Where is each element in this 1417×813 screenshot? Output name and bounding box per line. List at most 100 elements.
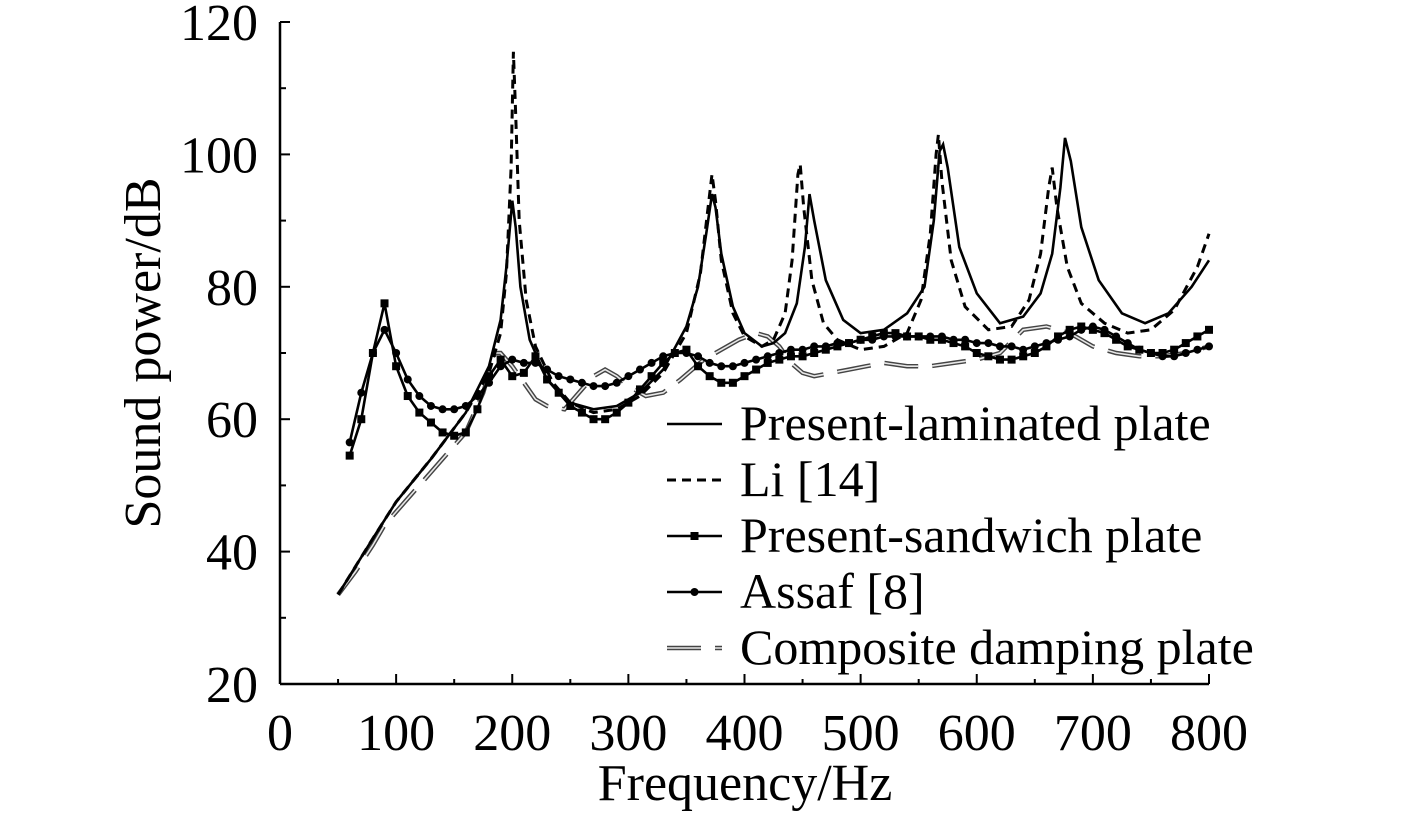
circle-marker [775, 349, 784, 357]
square-marker [995, 355, 1004, 364]
square-marker [357, 415, 366, 424]
circle-marker [903, 332, 912, 341]
series-line [336, 51, 1211, 596]
square-marker [601, 415, 610, 424]
circle-marker [357, 388, 366, 397]
circle-marker [914, 332, 923, 341]
square-marker [1065, 325, 1074, 334]
circle-marker [392, 349, 401, 357]
circle-marker [972, 339, 981, 348]
circle-marker [508, 355, 517, 364]
circle-marker [1088, 322, 1097, 331]
square-marker [972, 349, 981, 357]
circle-marker [1193, 345, 1202, 354]
square-marker [403, 392, 412, 401]
square-marker [740, 372, 749, 381]
square-marker [984, 352, 993, 361]
square-marker [659, 358, 668, 367]
y-tick-label: 100 [180, 127, 258, 184]
circle-marker [868, 335, 877, 344]
square-marker [690, 532, 699, 540]
circle-marker [798, 345, 807, 354]
square-marker [450, 431, 459, 440]
legend-item: Assaf [8] [667, 563, 925, 619]
square-marker [1170, 345, 1179, 354]
series-assaf-8- [345, 322, 1213, 447]
circle-marker [496, 362, 505, 371]
circle-marker [1146, 349, 1155, 357]
square-marker [392, 362, 401, 371]
x-tick-label: 600 [938, 705, 1016, 762]
square-marker [763, 358, 772, 367]
circle-marker [786, 345, 795, 354]
square-marker [566, 401, 575, 410]
legend-label: Li [14] [740, 451, 880, 507]
circle-marker [601, 382, 610, 391]
square-marker [635, 385, 644, 394]
x-tick-label: 100 [357, 705, 435, 762]
circle-marker [519, 358, 528, 367]
legend-item: Present-sandwich plate [667, 507, 1202, 563]
circle-marker [554, 372, 563, 381]
square-marker [461, 428, 470, 437]
square-marker [612, 408, 621, 417]
circle-marker [926, 332, 935, 341]
circle-marker [612, 378, 621, 387]
circle-marker [1007, 342, 1016, 351]
circle-marker [879, 332, 888, 341]
legend-label: Assaf [8] [740, 563, 925, 619]
circle-marker [1123, 339, 1132, 348]
y-tick-label: 80 [206, 260, 258, 317]
circle-marker [589, 382, 598, 391]
circle-marker [728, 362, 737, 371]
circle-marker [1158, 352, 1167, 361]
circle-marker [752, 355, 761, 364]
square-marker [775, 355, 784, 364]
y-axis-title: Sound power/dB [115, 178, 172, 529]
square-marker [1181, 339, 1190, 348]
y-tick-label: 40 [206, 525, 258, 582]
circle-marker [856, 335, 865, 344]
series-layer [336, 51, 1213, 596]
y-tick-label: 120 [180, 0, 258, 52]
square-marker [1007, 355, 1016, 364]
square-marker [415, 408, 424, 417]
circle-marker [1100, 325, 1109, 334]
circle-marker [1135, 345, 1144, 354]
circle-marker [1112, 332, 1121, 341]
square-marker [589, 415, 598, 424]
square-marker [1205, 325, 1213, 334]
x-tick-label: 800 [1170, 705, 1248, 762]
circle-marker [705, 358, 714, 367]
square-marker [531, 352, 540, 361]
square-marker [1193, 332, 1202, 341]
circle-marker [1019, 345, 1028, 354]
circle-marker [984, 339, 993, 348]
circle-marker [821, 342, 830, 351]
circle-marker [624, 372, 633, 381]
square-marker [496, 355, 505, 364]
circle-marker [682, 349, 691, 357]
x-tick-label: 500 [822, 705, 900, 762]
y-tick-label: 20 [206, 657, 258, 714]
circle-marker [635, 365, 644, 374]
circle-marker [426, 401, 435, 410]
circle-marker [995, 342, 1004, 351]
circle-marker [1205, 342, 1213, 351]
legend-label: Present-sandwich plate [740, 507, 1202, 563]
square-marker [717, 378, 726, 387]
square-marker [705, 372, 714, 381]
legend-label: Composite damping plate [740, 619, 1254, 675]
y-tick-label: 60 [206, 392, 258, 449]
square-marker [426, 418, 435, 427]
circle-marker [694, 352, 703, 361]
circle-marker [717, 362, 726, 371]
circle-marker [690, 588, 699, 596]
square-marker [624, 398, 633, 407]
circle-marker [740, 358, 749, 367]
x-tick-label: 700 [1054, 705, 1132, 762]
circle-marker [810, 342, 819, 351]
circle-marker [1077, 325, 1086, 334]
